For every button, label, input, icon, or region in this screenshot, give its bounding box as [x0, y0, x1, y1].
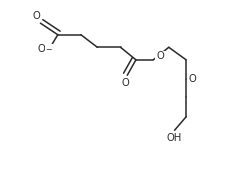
Text: −: − [45, 45, 52, 54]
Text: OH: OH [167, 133, 182, 143]
Text: O: O [188, 74, 196, 84]
Text: O: O [38, 44, 45, 54]
Text: O: O [156, 51, 164, 61]
Text: O: O [122, 78, 130, 88]
Text: O: O [33, 11, 40, 21]
